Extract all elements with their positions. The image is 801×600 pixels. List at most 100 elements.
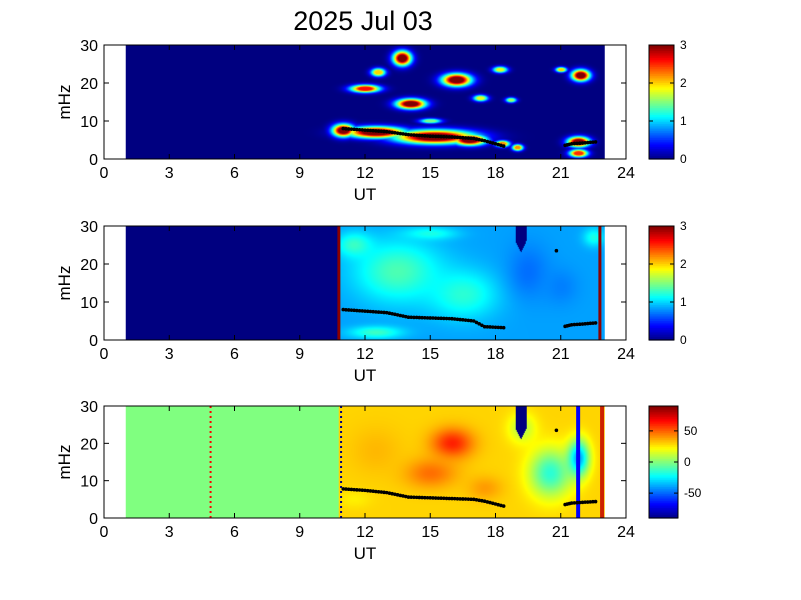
colorbar-cell	[649, 491, 678, 495]
colorbar-cell	[649, 57, 674, 60]
colorbar-cell	[649, 126, 674, 130]
ridge-point	[409, 495, 414, 499]
colorbar-cell	[649, 139, 674, 142]
colorbar-cell	[649, 411, 678, 414]
ridge-point	[588, 321, 593, 326]
ridge-point	[488, 500, 492, 505]
ridge-point	[384, 129, 389, 134]
ridge-point	[420, 133, 424, 138]
ridge-point	[346, 308, 351, 312]
ridge-point	[393, 312, 397, 317]
ridge-point	[488, 140, 492, 145]
colorbar-cell	[649, 48, 674, 51]
colorbar-cell	[649, 123, 674, 126]
colorbar-cell	[649, 52, 674, 55]
ridge-point	[379, 310, 384, 315]
ridge-point	[477, 322, 481, 326]
ridge-point	[374, 489, 378, 494]
colorbar-cell	[649, 89, 674, 92]
colorbar-cell	[649, 245, 674, 248]
x-tick-label: 15	[421, 165, 439, 182]
ridge-point	[591, 140, 595, 144]
colorbar-cell	[649, 304, 674, 307]
ridge-point	[420, 495, 424, 500]
ridge-point	[368, 489, 373, 493]
colorbar-cell	[649, 100, 674, 103]
colorbar-cell	[649, 137, 674, 141]
ridge-point	[496, 325, 501, 330]
colorbar-cell	[649, 114, 674, 117]
colorbar-cell	[649, 96, 674, 100]
ridge-point	[580, 322, 585, 326]
ridge-point	[355, 308, 359, 313]
x-tick-label: 24	[617, 165, 635, 182]
colorbar-cell	[649, 71, 674, 75]
colorbar-cell	[649, 78, 674, 82]
colorbar-cell	[649, 418, 678, 421]
colorbar-cell	[649, 85, 674, 89]
ridge-point	[580, 500, 585, 505]
ridge-point	[357, 488, 362, 492]
ridge-point	[406, 315, 411, 320]
ridge-point	[588, 140, 593, 145]
ridge-point	[575, 141, 579, 146]
ridge-point	[575, 500, 579, 505]
ridge-point	[466, 136, 471, 140]
colorbar-cell	[649, 252, 674, 256]
colorbar-frame	[648, 225, 675, 341]
ridge-point	[384, 310, 389, 315]
colorbar-cell	[649, 105, 674, 108]
ridge-point	[447, 316, 452, 321]
colorbar-cell	[649, 53, 674, 57]
colorbar-cell	[649, 469, 678, 472]
x-tick-label: 21	[552, 346, 570, 363]
ridge-point	[469, 318, 473, 323]
ridge-point	[341, 307, 346, 312]
ridge-point	[414, 315, 419, 320]
x-tick-label: 6	[230, 165, 239, 182]
ridge-point	[471, 319, 476, 323]
colorbar-cell	[649, 498, 678, 502]
ridge-point	[485, 139, 490, 144]
colorbar-cell	[649, 427, 678, 430]
edge-line	[337, 226, 341, 340]
colorbar-cell	[649, 299, 674, 302]
ridge-point	[442, 134, 446, 139]
ridge-point	[501, 504, 506, 508]
ridge-point	[490, 501, 495, 506]
ridge-point	[431, 316, 435, 320]
ridge-point	[477, 137, 481, 142]
colorbar-cell	[649, 338, 674, 341]
ridge-point	[365, 128, 370, 133]
colorbar-cell	[649, 46, 674, 50]
colorbar-cell	[649, 331, 674, 334]
ridge-point	[480, 323, 484, 328]
colorbar-cell	[649, 425, 678, 428]
colorbar-cell	[649, 428, 678, 432]
y-axis-label: mHz	[55, 266, 74, 301]
colorbar-cell	[649, 150, 674, 153]
ridge-point	[403, 314, 408, 319]
ridge-point	[376, 489, 381, 494]
ridge-point	[442, 496, 446, 501]
ridge-point	[363, 128, 367, 132]
colorbar-cell	[649, 477, 678, 481]
ridge-point	[577, 500, 582, 505]
colorbar-cell	[649, 421, 678, 425]
ridge-point	[417, 133, 422, 138]
colorbar-cell	[649, 472, 678, 475]
ridge-point	[452, 317, 457, 321]
ridge-point	[406, 495, 411, 499]
colorbar-cell	[649, 102, 674, 105]
ridge-point	[395, 313, 400, 317]
colorbar-cell	[649, 315, 674, 318]
ridge-point	[382, 490, 386, 495]
colorbar-tick-label: -50	[684, 486, 702, 500]
colorbar-cell	[649, 254, 674, 257]
colorbar-tick-label: 3	[680, 219, 687, 233]
ridge-point	[471, 497, 476, 502]
colorbar-cell	[649, 416, 678, 419]
ridge-point	[480, 498, 484, 503]
colorbar-cell	[649, 336, 674, 339]
colorbar-cell	[649, 512, 678, 516]
